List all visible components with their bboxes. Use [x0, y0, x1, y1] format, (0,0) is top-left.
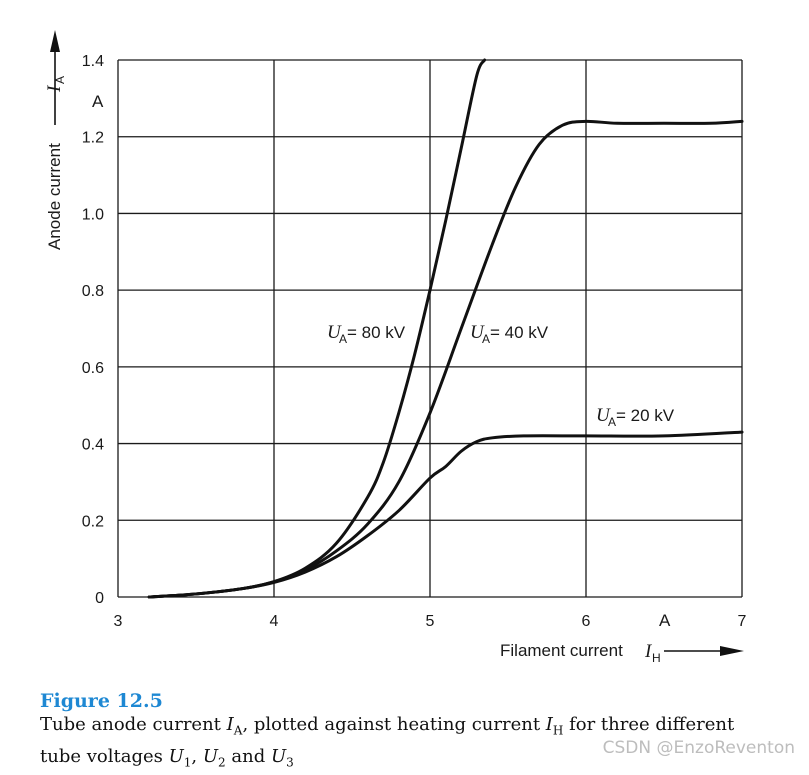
x-tick-label: 7: [738, 613, 747, 630]
caption-symbol: U: [202, 745, 219, 767]
x-axis-label: Filament current: [500, 641, 623, 660]
series-label-20kv: U A = 20 kV: [596, 405, 675, 429]
caption-symbol: U: [270, 745, 287, 767]
x-axis-symbol-sub: H: [652, 651, 661, 665]
caption-symbol: I: [226, 714, 234, 735]
caption-text: for three different: [563, 714, 735, 735]
caption-sub: A: [233, 723, 243, 738]
x-unit-label: A: [659, 611, 671, 630]
y-tick-label: 1.0: [82, 206, 104, 223]
y-tick-label: 0.8: [82, 283, 104, 300]
x-tick-label: 5: [426, 613, 435, 630]
y-tick-label: 0.4: [82, 437, 104, 454]
watermark: CSDN @EnzoReventon: [602, 738, 795, 758]
x-axis-arrow: [664, 646, 744, 656]
caption-text: ,: [191, 745, 203, 767]
caption-sub: 1: [183, 755, 192, 770]
series-label-80kv-sub: A: [339, 332, 347, 346]
y-tick-label: 0.6: [82, 360, 104, 377]
y-unit-label: A: [92, 92, 104, 111]
chart: 3 4 5 6 7 0 0.2 0.4 0.6 0.8 1.0 1.2 1.4 Anode curren…: [44, 30, 747, 665]
tick-labels: 3 4 5 6 7 0 0.2 0.4 0.6 0.8 1.0 1.2 1.4: [82, 53, 747, 630]
series-label-40kv-var: U: [470, 322, 485, 343]
caption-sub: 3: [286, 755, 294, 770]
y-axis-label-text: Anode current: [45, 143, 64, 250]
series-label-40kv-rest: = 40 kV: [490, 323, 549, 342]
series-label-20kv-var: U: [596, 405, 611, 426]
caption-text: and: [225, 745, 271, 767]
caption-sub: 2: [218, 755, 226, 770]
x-tick-label: 3: [114, 613, 123, 630]
series-label-80kv-rest: = 80 kV: [347, 323, 406, 342]
x-axis-symbol: I: [644, 641, 653, 662]
series-line-20kv: [147, 430, 744, 599]
caption-symbol: U: [168, 745, 184, 767]
series-label-20kv-rest: = 20 kV: [616, 406, 675, 425]
series-label-80kv: U A = 80 kV: [327, 322, 406, 346]
y-axis-symbol-sub: A: [53, 76, 67, 84]
series-label-40kv: U A = 40 kV: [470, 322, 549, 346]
y-tick-label: 1.4: [82, 53, 104, 70]
caption-text: Tube anode current: [40, 714, 227, 735]
caption-text: tube voltages: [40, 745, 169, 767]
figure-caption-line-1: Tube anode current IA, plotted against h…: [40, 712, 800, 744]
figure-caption-line-2: tube voltages U1, U2 and U3: [40, 744, 800, 775]
x-tick-label: 6: [582, 613, 591, 630]
y-tick-label: 0: [95, 590, 104, 607]
caption-symbol: I: [545, 714, 553, 735]
series-line-40kv: [147, 119, 744, 599]
series-label-40kv-sub: A: [482, 332, 490, 346]
grid: [117, 59, 743, 598]
caption-sub: H: [552, 723, 564, 738]
caption-text: , plotted against heating current: [242, 714, 546, 735]
y-tick-label: 0.2: [82, 513, 104, 530]
y-tick-label: 1.2: [82, 130, 104, 147]
series-lines: [147, 58, 744, 599]
x-tick-label: 4: [270, 613, 279, 630]
series-line-80kv: [147, 58, 487, 599]
series-label-20kv-sub: A: [608, 415, 616, 429]
figure-caption: Figure 12.5 Tube anode current IA, plott…: [40, 690, 800, 775]
figure-title: Figure 12.5: [40, 690, 163, 712]
series-label-80kv-var: U: [327, 322, 342, 343]
y-axis-arrow: [50, 30, 60, 125]
